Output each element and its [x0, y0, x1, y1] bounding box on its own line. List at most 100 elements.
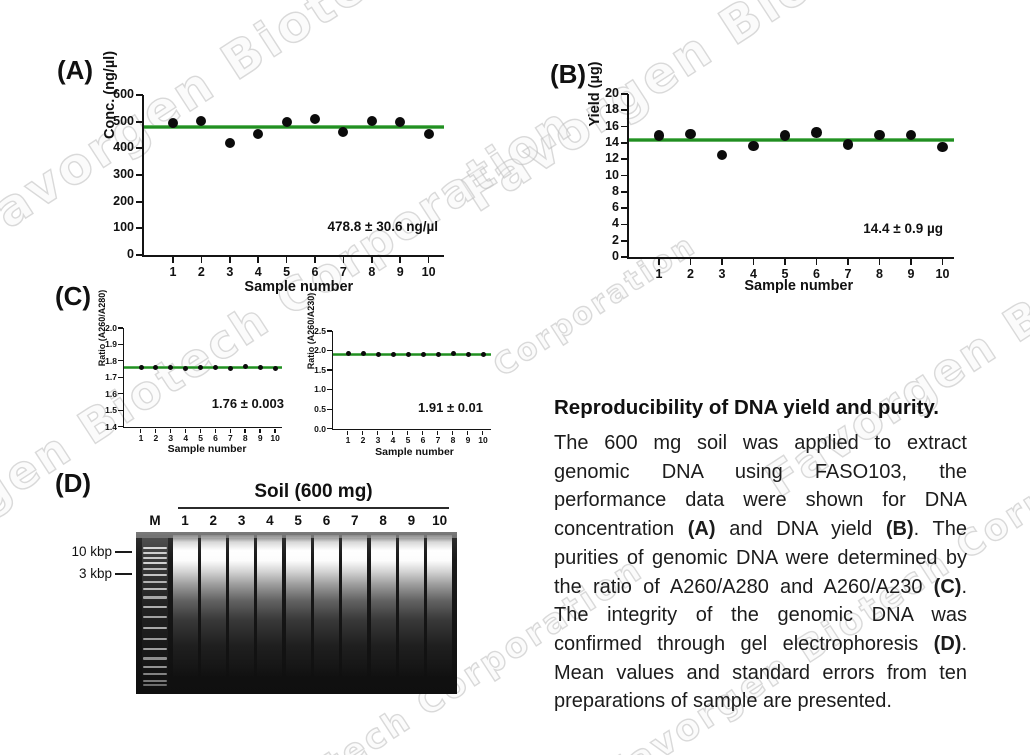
panel-label-c: (C) — [55, 281, 92, 311]
data-point — [281, 116, 292, 127]
data-point — [168, 364, 174, 370]
data-point — [257, 365, 263, 371]
y-tick-mark — [327, 330, 332, 332]
y-tick-mark — [621, 158, 628, 161]
x-tick-label: 1 — [345, 435, 351, 445]
y-tick-mark — [621, 223, 628, 226]
x-tick-mark — [228, 257, 231, 263]
sample-lane — [370, 535, 396, 677]
y-tick-label: 200 — [113, 193, 134, 208]
y-tick-mark — [118, 376, 123, 378]
x-tick-mark — [155, 429, 157, 433]
y-axis-title: Yield (µg) — [587, 61, 603, 127]
sample-lane — [427, 535, 453, 677]
ladder-band — [143, 547, 167, 550]
x-tick-mark — [422, 431, 424, 435]
x-tick-label: 4 — [183, 433, 189, 443]
data-point — [310, 114, 320, 124]
lane-label: 8 — [379, 513, 387, 528]
x-tick-mark — [437, 431, 439, 435]
x-tick-label: 2 — [197, 265, 205, 279]
data-point — [779, 130, 791, 141]
lane-label: 7 — [351, 513, 359, 528]
panel-label-b: (B) — [550, 59, 587, 89]
y-tick-mark — [621, 190, 628, 193]
data-point — [345, 351, 351, 357]
ladder-band — [143, 673, 167, 676]
x-axis-title: Sample number — [375, 446, 454, 458]
x-tick-label: 8 — [450, 435, 456, 445]
x-tick-label: 5 — [781, 267, 789, 281]
x-tick-label: 1 — [138, 433, 144, 443]
lane-label: M — [149, 513, 161, 528]
y-tick-mark — [621, 239, 628, 242]
x-axis-title: Sample number — [167, 443, 247, 455]
x-tick-label: 4 — [254, 265, 262, 279]
y-tick-mark — [118, 426, 123, 428]
plot-area: 478.8 ± 30.6 ng/µl 0 100 200 300 400 500 600 1 2… — [113, 87, 444, 279]
y-tick-mark — [621, 109, 628, 112]
data-point — [213, 364, 218, 370]
ladder-band — [143, 637, 167, 641]
size-marker-label: 3 kbp — [78, 565, 112, 581]
size-marker-dash — [115, 572, 132, 576]
y-tick-label: 1.5 — [105, 405, 117, 415]
x-tick-mark — [452, 431, 454, 435]
y-tick-mark — [136, 174, 143, 176]
data-point — [272, 366, 278, 372]
size-marker-dash — [115, 550, 132, 554]
x-tick-label: 4 — [750, 267, 757, 281]
caption-panel-ref: (C) — [933, 575, 962, 598]
mean-annotation: 1.91 ± 0.01 — [418, 400, 483, 415]
x-tick-mark — [342, 257, 345, 263]
data-point — [198, 365, 204, 371]
x-tick-label: 2 — [360, 435, 366, 445]
lane-label: 3 — [237, 513, 246, 528]
x-tick-label: 6 — [213, 433, 218, 443]
x-tick-label: 10 — [421, 265, 436, 279]
x-tick-label: 1 — [655, 267, 663, 281]
x-tick-label: 10 — [478, 435, 488, 445]
x-tick-label: 7 — [844, 267, 852, 281]
x-tick-label: 8 — [242, 433, 248, 443]
y-tick-mark — [327, 428, 332, 430]
data-point — [653, 130, 665, 141]
y-tick-mark — [136, 120, 143, 123]
lane-label: 6 — [322, 513, 331, 528]
x-tick-label: 3 — [168, 433, 174, 443]
x-tick-mark — [200, 257, 203, 263]
y-tick-label: 16 — [605, 118, 619, 133]
y-tick-label: 0 — [127, 247, 134, 261]
gel-title: Soil (600 mg) — [254, 481, 373, 502]
y-tick-mark — [118, 393, 123, 395]
caption-panel-ref: (D) — [933, 632, 962, 655]
y-tick-label: 2 — [612, 232, 619, 247]
sample-lane — [342, 535, 368, 677]
x-tick-label: 7 — [435, 435, 441, 445]
ladder-band — [143, 556, 167, 559]
x-tick-label: 7 — [228, 433, 233, 443]
data-point — [905, 129, 917, 140]
y-tick-label: 12 — [605, 151, 619, 166]
x-axis-title: Sample number — [244, 279, 354, 295]
x-tick-label: 10 — [270, 433, 280, 443]
data-point — [196, 115, 207, 126]
x-tick-mark — [467, 431, 469, 435]
caption-panel-ref: (B) — [885, 518, 914, 541]
x-tick-mark — [721, 259, 723, 265]
ladder-band — [143, 574, 167, 577]
x-tick-label: 6 — [813, 267, 820, 281]
lane-label: 10 — [432, 513, 448, 528]
data-point — [811, 127, 822, 138]
x-tick-mark — [392, 431, 394, 435]
data-point — [435, 351, 441, 357]
y-tick-label: 0.0 — [314, 423, 326, 434]
y-tick-label: 300 — [113, 167, 134, 181]
lane-label: 9 — [407, 513, 416, 528]
x-tick-mark — [377, 431, 379, 435]
x-tick-mark — [184, 429, 187, 433]
x-tick-mark — [199, 429, 202, 433]
ladder-band — [143, 648, 167, 651]
x-tick-mark — [140, 429, 142, 433]
